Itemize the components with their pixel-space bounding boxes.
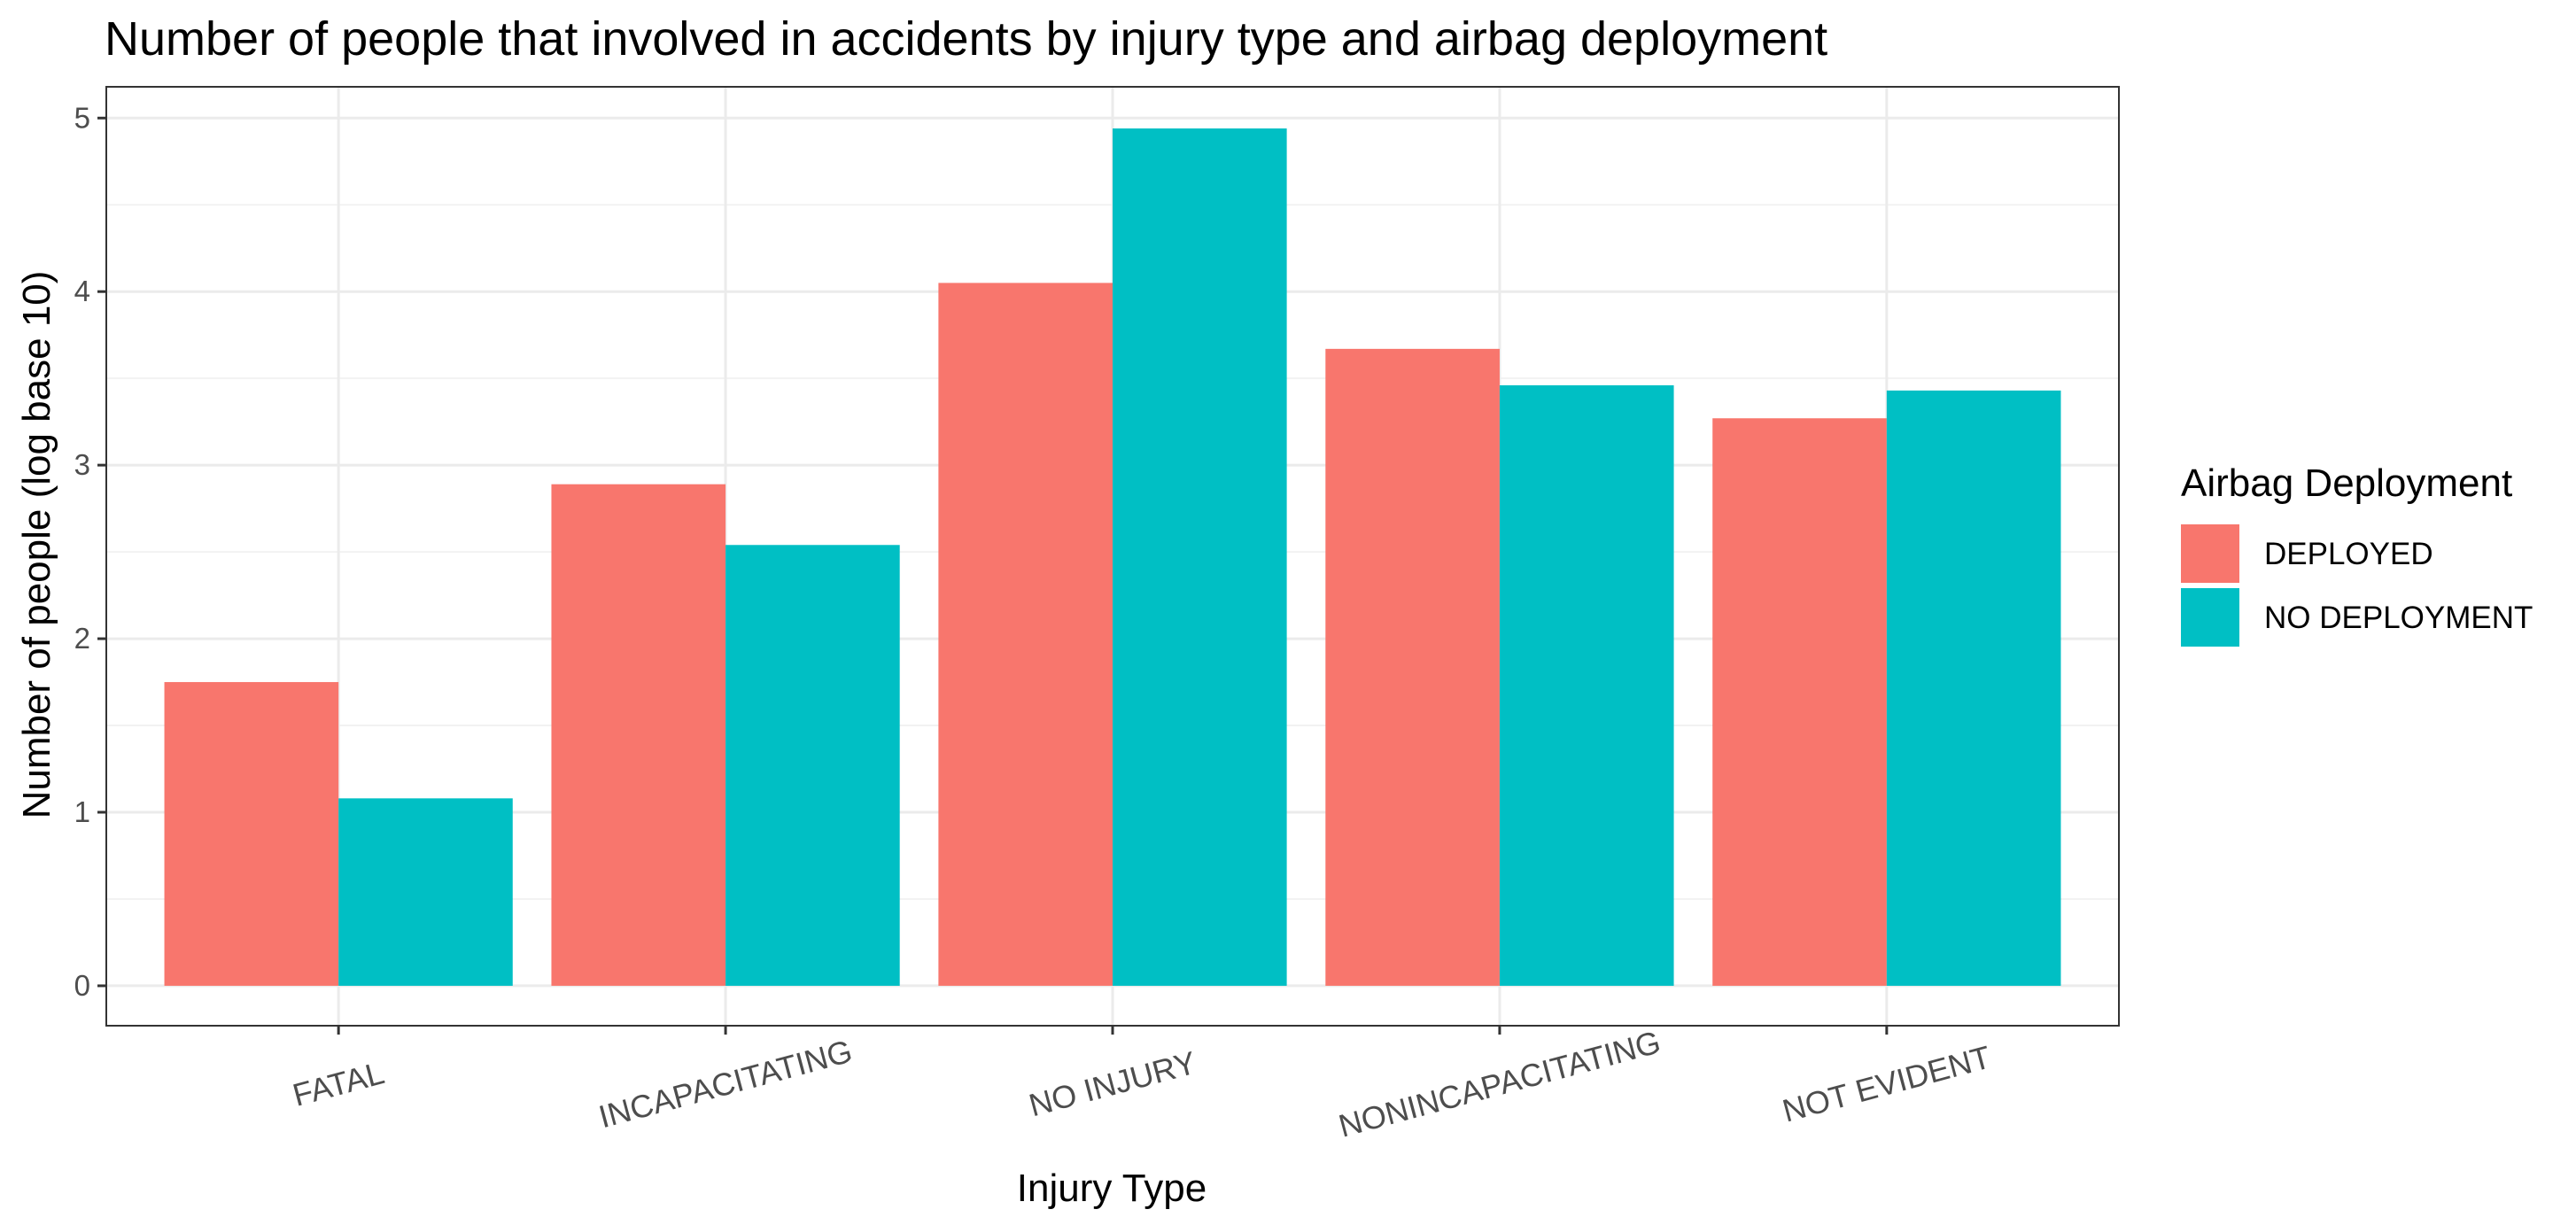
bars xyxy=(164,128,2061,986)
y-axis-title: Number of people (log base 10) xyxy=(15,271,58,819)
x-tick-label: NONINCAPACITATING xyxy=(1335,1023,1664,1144)
bar xyxy=(1325,348,1500,986)
bar xyxy=(1113,128,1287,986)
bar xyxy=(551,484,726,986)
legend: Airbag Deployment DEPLOYED NO DEPLOYMENT xyxy=(2181,461,2533,647)
bar xyxy=(1499,385,1674,986)
y-tick-label: 5 xyxy=(74,101,90,134)
bar xyxy=(1886,390,2061,986)
plot-panel xyxy=(105,86,2120,1027)
chart-title: Number of people that involved in accide… xyxy=(105,12,1827,66)
legend-key xyxy=(2181,524,2239,583)
bar xyxy=(1712,418,1887,986)
bar xyxy=(725,545,900,986)
y-tick-label: 4 xyxy=(74,275,90,307)
x-axis: FATAL INCAPACITATING NO INJURY NONINCAPACIT… xyxy=(289,1023,1994,1144)
x-tick-label: FATAL xyxy=(289,1054,388,1113)
x-tick-label: INCAPACITATING xyxy=(595,1033,857,1136)
x-tick-label: NO INJURY xyxy=(1025,1044,1199,1124)
y-tick-label: 1 xyxy=(74,795,90,828)
legend-title: Airbag Deployment xyxy=(2181,461,2512,505)
bar xyxy=(338,798,513,986)
y-tick-label: 2 xyxy=(74,622,90,655)
y-axis: 0 1 2 3 4 5 xyxy=(74,101,106,1002)
y-tick-label: 0 xyxy=(74,969,90,1002)
legend-label: NO DEPLOYMENT xyxy=(2264,601,2533,635)
x-tick-label: NOT EVIDENT xyxy=(1779,1038,1995,1128)
y-tick-label: 3 xyxy=(74,448,90,481)
legend-label: DEPLOYED xyxy=(2264,537,2433,571)
bar xyxy=(164,682,339,986)
bar xyxy=(938,283,1113,986)
legend-key xyxy=(2181,588,2239,647)
x-axis-title: Injury Type xyxy=(1017,1167,1207,1210)
